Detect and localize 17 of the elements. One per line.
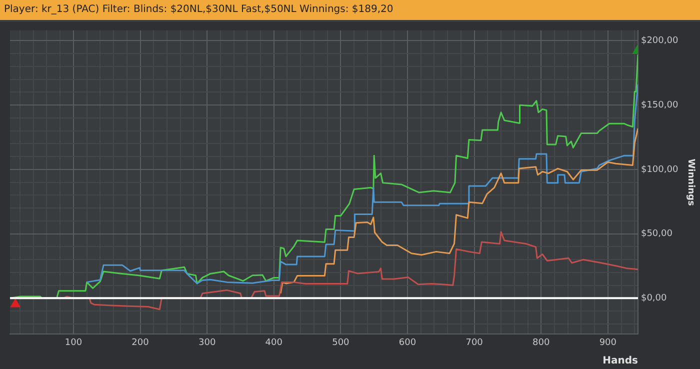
x-tick-label: 600	[398, 338, 416, 348]
x-tick-label: 100	[64, 338, 82, 348]
y-tick-label: $200,00	[640, 36, 678, 46]
x-tick-label: 500	[332, 338, 350, 348]
x-tick-label: 700	[466, 338, 484, 348]
chart-title: Player: kr_13 (PAC) Filter: Blinds: $20NL,$30NL Fast,$50NL Winnings: $189,20	[0, 0, 700, 22]
y-tick-label: $0,00	[640, 294, 668, 304]
y-tick-label: $50,00	[640, 229, 673, 240]
x-axis-title: Hands	[602, 356, 638, 367]
x-tick-label: 200	[132, 338, 150, 348]
y-tick-label: $150,00	[640, 100, 678, 110]
y-tick-label: $100,00	[640, 164, 678, 175]
y-axis-title: Winnings	[685, 158, 696, 206]
x-tick-label: 400	[265, 338, 283, 348]
x-tick-label: 300	[198, 338, 216, 348]
x-tick-label: 800	[532, 338, 550, 348]
x-tick-label: 900	[599, 338, 617, 348]
